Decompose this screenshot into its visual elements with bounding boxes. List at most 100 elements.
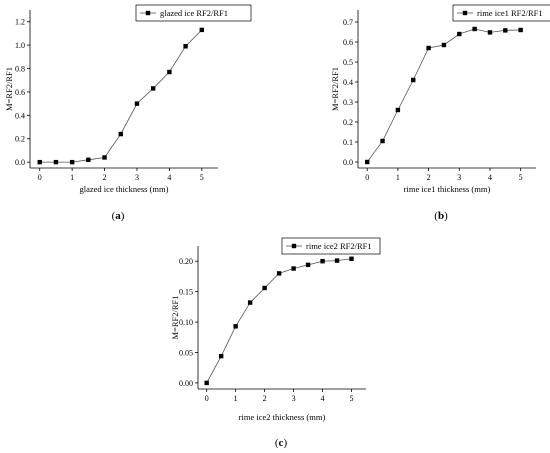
data-point-marker (503, 28, 508, 33)
x-tick-label: 1 (234, 394, 238, 403)
data-point-marker (102, 155, 107, 160)
caption-open: ( (112, 210, 116, 222)
legend-box (135, 4, 252, 22)
y-tick-label: 0.8 (15, 65, 25, 74)
data-point-marker (487, 30, 493, 35)
series-line (366, 28, 521, 163)
data-point-marker (441, 42, 447, 48)
legend-marker (145, 10, 151, 16)
legend: glazed ice RF2/RF1 (135, 4, 252, 22)
data-point-marker (305, 262, 311, 268)
data-point-marker (426, 45, 431, 51)
caption-open: ( (434, 210, 438, 222)
data-point-marker (118, 131, 123, 137)
legend-label: rime ice1 RF2/RF1 (477, 8, 543, 18)
y-tick-label: 0.7 (343, 18, 353, 27)
x-tick-label: 1 (396, 173, 400, 182)
data-point-marker (262, 285, 267, 291)
y-tick-label: 0.6 (15, 88, 25, 97)
panel-caption: (a) (112, 210, 125, 222)
x-axis-label: glazed ice thickness (mm) (80, 184, 169, 194)
data-point-marker (395, 107, 401, 113)
y-tick-label: 0.0 (15, 158, 25, 167)
x-tick-label: 5 (200, 173, 204, 182)
data-point-marker (69, 159, 75, 165)
data-point-marker (204, 380, 209, 386)
y-tick-label: 1.0 (15, 41, 25, 50)
data-point-marker (291, 266, 296, 271)
y-axis-label: M=RF2/RF1 (170, 295, 180, 339)
caption-close: ) (121, 210, 125, 222)
data-point-marker (247, 300, 253, 305)
x-tick-label: 3 (457, 173, 461, 182)
data-point-marker (86, 157, 91, 163)
x-tick-label: 4 (167, 173, 171, 182)
x-tick-label: 4 (488, 173, 492, 182)
data-point-marker (411, 77, 416, 83)
x-tick-label: 0 (365, 173, 369, 182)
legend-box (452, 4, 550, 22)
legend-marker (462, 10, 468, 16)
x-tick-label: 3 (292, 394, 296, 403)
y-tick-label: 0.0 (343, 158, 353, 167)
caption-letter: c (279, 437, 284, 449)
y-axis-label: M=RF2/RF1 (4, 67, 14, 111)
data-point-marker (150, 86, 156, 91)
data-point-marker (37, 159, 42, 165)
x-tick-label: 0 (205, 394, 209, 403)
caption-letter: a (115, 210, 121, 222)
y-tick-label: 0.3 (343, 98, 353, 107)
legend: rime ice2 RF2/RF1 (281, 237, 381, 255)
y-tick-label: 0.15 (179, 288, 193, 297)
data-point-marker (134, 101, 140, 106)
series-line (39, 29, 203, 163)
legend-box (281, 237, 381, 255)
y-axis-label: M=RF2/RF1 (330, 67, 340, 111)
data-point-marker (233, 324, 238, 329)
y-tick-label: 0.00 (179, 379, 193, 388)
chart-b: 0 1 2 3 4 5 0.0 0.1 0.2 0.3 0.4 0.5 0.6 0.7 rime ice1 … (330, 4, 550, 222)
y-tick-label: 0.05 (179, 348, 193, 357)
x-tick-label: 0 (38, 173, 42, 182)
panel-caption: (b) (434, 210, 448, 222)
panel-caption: (c) (275, 437, 288, 449)
y-tick-label: 0.4 (343, 78, 353, 87)
x-tick-label: 3 (135, 173, 139, 182)
x-tick-label: 2 (427, 173, 431, 182)
x-axis-label: rime ice1 thickness (mm) (404, 184, 491, 194)
legend-label: rime ice2 RF2/RF1 (306, 241, 372, 251)
chart-c: 0 1 2 3 4 5 0.00 0.05 0.10 0.15 0.20 rime ice2 thic… (170, 237, 381, 449)
caption-close: ) (283, 437, 287, 449)
y-tick-label: 1.2 (15, 18, 25, 27)
legend: rime ice1 RF2/RF1 (452, 4, 550, 22)
data-point-marker (218, 353, 224, 359)
data-point-marker (365, 159, 370, 165)
caption-close: ) (444, 210, 448, 222)
y-tick-label: 0.10 (179, 318, 193, 327)
x-axis-label: rime ice2 thickness (mm) (239, 412, 326, 422)
caption-letter: b (438, 210, 444, 222)
data-point-marker (518, 27, 523, 33)
series-line (206, 258, 352, 384)
y-tick-label: 0.2 (343, 118, 353, 127)
chart-a: 0 1 2 3 4 5 0.0 0.2 0.4 0.6 0.8 1.0 1.2 glazed ice th… (4, 4, 252, 222)
data-point-marker (320, 259, 325, 264)
x-tick-label: 5 (350, 394, 354, 403)
y-tick-label: 0.20 (179, 257, 193, 266)
y-tick-label: 0.4 (15, 111, 25, 120)
legend-marker (291, 243, 297, 249)
data-point-marker (183, 44, 188, 49)
x-tick-label: 2 (263, 394, 267, 403)
data-point-marker (349, 256, 354, 261)
x-tick-label: 5 (519, 173, 523, 182)
x-tick-label: 1 (70, 173, 74, 182)
y-tick-label: 0.5 (343, 58, 353, 67)
data-point-marker (334, 258, 340, 263)
data-point-marker (167, 69, 172, 75)
y-tick-label: 0.2 (15, 135, 25, 144)
caption-open: ( (275, 437, 279, 449)
legend-label: glazed ice RF2/RF1 (160, 8, 228, 18)
y-tick-label: 0.1 (343, 138, 353, 147)
y-tick-label: 0.6 (343, 38, 353, 47)
